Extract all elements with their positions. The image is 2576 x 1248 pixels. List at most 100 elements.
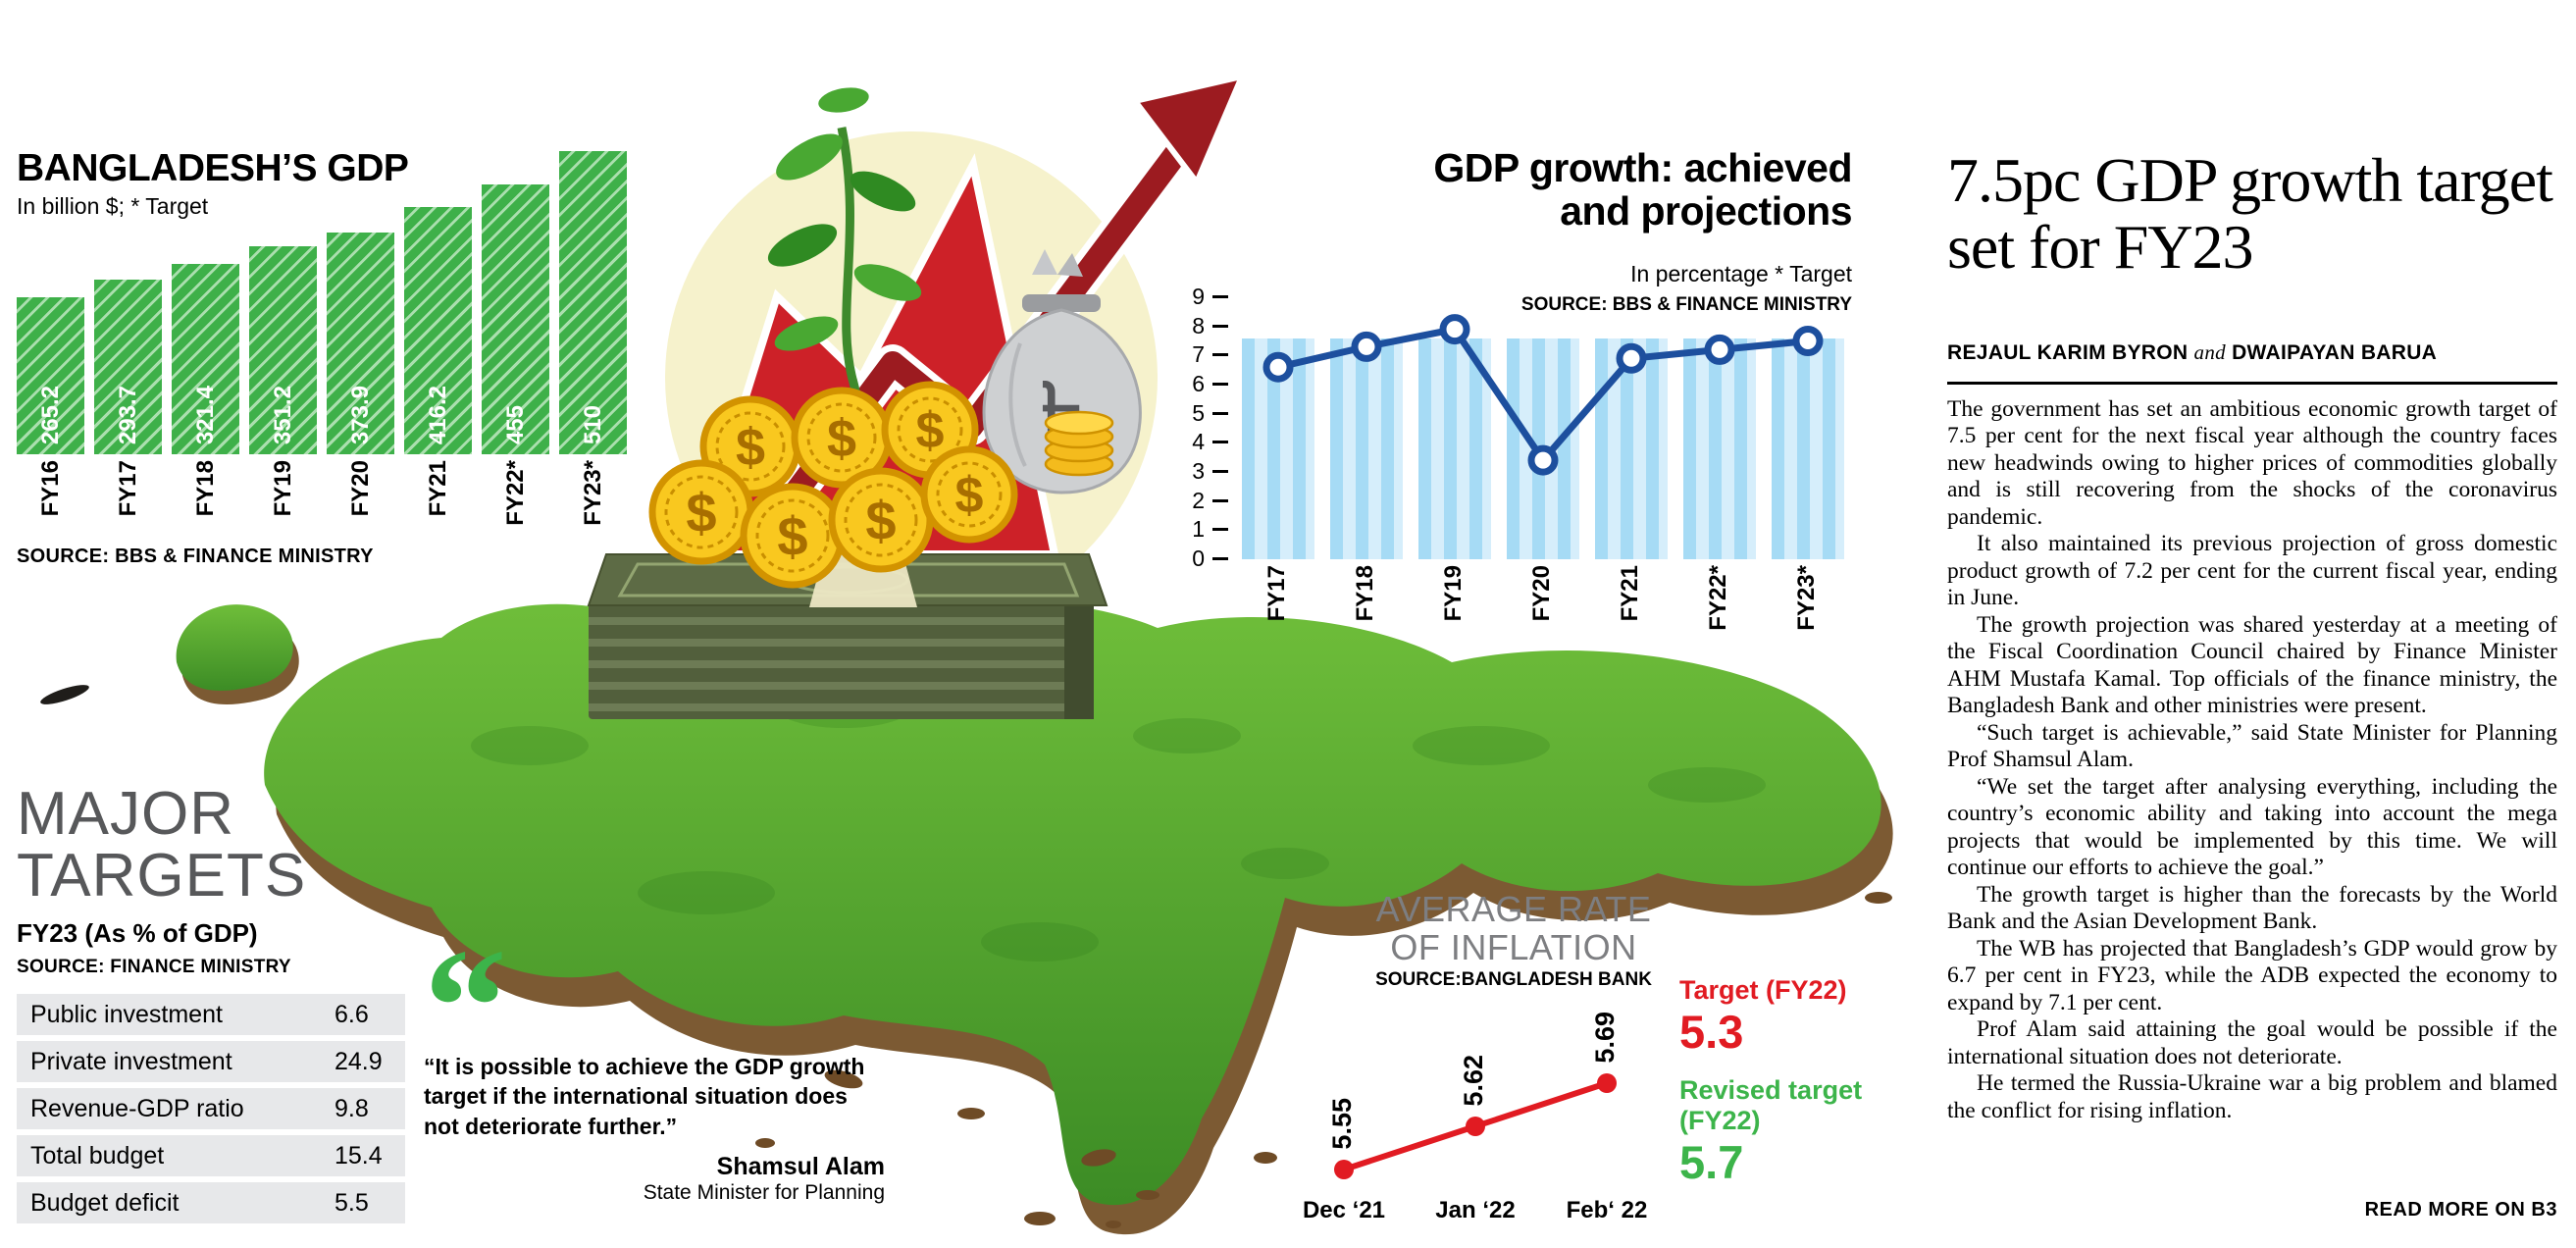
- target-fy22-value: 5.3: [1679, 1006, 1744, 1059]
- growth-x-label: FY22*: [1705, 565, 1732, 638]
- dollar-symbol: $: [955, 467, 984, 524]
- dollar-symbol: $: [916, 402, 945, 459]
- tick-mark: [1212, 324, 1228, 328]
- map-grass-surface: [264, 598, 1881, 1206]
- byline-divider: [1947, 382, 2557, 385]
- growth-y-tick: 1: [1192, 516, 1228, 543]
- gdp-chart-subtitle: In billion $; * Target: [17, 193, 209, 219]
- quote-text: “It is possible to achieve the GDP growt…: [424, 1054, 865, 1139]
- table-row: Private investment 24.9: [17, 1041, 405, 1083]
- article-paragraph: It also maintained its previous projecti…: [1947, 531, 2557, 611]
- tick-mark: [1212, 441, 1228, 444]
- revised-target-label: Revised target (FY22): [1679, 1074, 1863, 1135]
- growth-y-tick: 4: [1192, 429, 1228, 455]
- quote-author-title: State Minister for Planning: [643, 1181, 885, 1205]
- major-targets-subtitle: FY23 (As % of GDP): [17, 918, 258, 949]
- gdp-bar-category-label: FY19: [269, 460, 296, 517]
- tick-mark: [1212, 353, 1228, 357]
- target-row-label: Revenue-GDP ratio: [30, 1094, 244, 1122]
- target-row-value: 5.5: [335, 1188, 369, 1217]
- growth-bg-column: [1772, 338, 1844, 559]
- target-row-label: Private investment: [30, 1047, 232, 1075]
- tick-mark: [1212, 411, 1228, 415]
- gdp-bar-category-label: FY21: [424, 460, 451, 517]
- major-targets-section: MAJOR TARGETS FY23 (As % of GDP) SOURCE:…: [17, 783, 409, 1229]
- gdp-bar-slot: 351.2 FY19: [249, 246, 317, 546]
- article-paragraph: The growth target is higher than the for…: [1947, 881, 2557, 935]
- target-row-value: 24.9: [335, 1047, 383, 1075]
- inflation-x-label: Dec ‘21: [1302, 1197, 1386, 1223]
- major-targets-source: SOURCE: FINANCE MINISTRY: [17, 957, 291, 978]
- gdp-bar-value: 373.9: [346, 385, 374, 444]
- growth-x-label-text: FY23*: [1793, 565, 1820, 631]
- table-row: Total budget 15.4: [17, 1135, 405, 1177]
- gdp-bar-value: 416.2: [424, 385, 451, 444]
- gdp-bar-slot: 321.4 FY18: [172, 264, 239, 546]
- growth-y-tick: 0: [1192, 546, 1228, 572]
- gdp-bar-value: 510: [579, 404, 606, 444]
- major-targets-title: MAJOR TARGETS: [17, 780, 307, 910]
- dollar-symbol: $: [777, 505, 807, 567]
- gdp-bar-category: FY19: [270, 460, 297, 546]
- growth-y-tick: 6: [1192, 371, 1228, 397]
- major-targets-table: Public investment 6.6 Private investment 24…: [17, 994, 405, 1224]
- article-paragraph: Prof Alam said attaining the goal would …: [1947, 1016, 2557, 1069]
- inflation-line: [1334, 1073, 1617, 1179]
- inflation-chart-title: AVERAGE RATE OF INFLATION: [1375, 889, 1652, 967]
- gdp-bar: 373.9: [327, 233, 394, 454]
- tick-mark: [1212, 528, 1228, 532]
- growth-x-label: FY21: [1617, 565, 1644, 628]
- read-more-link[interactable]: READ MORE ON B3: [2364, 1199, 2557, 1221]
- article-paragraph: “We set the target after analysing every…: [1947, 773, 2557, 881]
- gdp-bar: 416.2: [404, 207, 472, 454]
- target-row-value: 9.8: [335, 1094, 369, 1122]
- gdp-bar-category: FY21: [425, 460, 452, 546]
- target-row-label: Total budget: [30, 1141, 165, 1170]
- gdp-bar-category-label: FY17: [114, 460, 141, 517]
- growth-x-label-text: FY22*: [1705, 565, 1731, 631]
- inflation-x-label: Jan ‘22: [1435, 1197, 1516, 1223]
- gdp-bar-slot: 293.7 FY17: [94, 280, 162, 546]
- gdp-bar-category-label: FY18: [191, 460, 219, 517]
- byline-author-1: REJAUL KARIM BYRON: [1947, 341, 2189, 364]
- growth-line: [1262, 314, 1824, 476]
- tick-mark: [1212, 498, 1228, 502]
- gdp-bars: 265.2 FY16 293.7 FY17 321.4 FY18 351.2 FY19 373.…: [17, 151, 644, 546]
- target-row-label: Budget deficit: [30, 1188, 180, 1217]
- table-row: Public investment 6.6: [17, 994, 405, 1036]
- growth-plot-area: [1234, 297, 1852, 559]
- gdp-bar-slot: 416.2 FY21: [404, 207, 472, 546]
- growth-chart-source: SOURCE: BBS & FINANCE MINISTRY: [1520, 294, 1852, 315]
- growth-y-tick: 7: [1192, 341, 1228, 368]
- gdp-bar-slot: 510 FY23*: [559, 151, 627, 546]
- gdp-chart-source: SOURCE: BBS & FINANCE MINISTRY: [17, 546, 374, 567]
- growth-bg-column: [1418, 338, 1491, 559]
- gdp-bar-category: FY22*: [502, 460, 530, 546]
- gdp-bar-category: FY23*: [580, 460, 607, 546]
- dollar-symbol: $: [827, 409, 856, 468]
- grass-tuft: [176, 604, 299, 705]
- gdp-bar-value: 293.7: [114, 385, 141, 444]
- growth-x-label-text: FY17: [1263, 565, 1290, 622]
- tick-mark: [1212, 295, 1228, 298]
- revised-target-fy22-block: Revised target (FY22) 5.7: [1679, 1075, 1907, 1188]
- growth-y-tick-label: 4: [1192, 429, 1205, 455]
- article-headline: 7.5pc GDP growth target set for FY23: [1947, 145, 2553, 282]
- growth-y-tick: 5: [1192, 400, 1228, 427]
- byline-connector: and: [2193, 340, 2226, 364]
- gdp-bar: 510: [559, 151, 627, 454]
- gdp-bar: 455: [482, 184, 549, 454]
- dollar-symbol: $: [865, 490, 896, 551]
- growth-y-axis: 0 1 2 3 4 5 6 7 8 9: [1150, 284, 1228, 571]
- growth-y-tick: 2: [1192, 488, 1228, 514]
- gdp-bar-category: FY20: [347, 460, 375, 546]
- target-row-value: 6.6: [335, 1000, 369, 1028]
- inflation-value-text: 5.69: [1590, 1012, 1620, 1064]
- gdp-bar-category-label: FY22*: [501, 460, 529, 526]
- growth-y-tick: 3: [1192, 458, 1228, 485]
- growth-bg-column: [1330, 338, 1403, 559]
- article-paragraph: “Such target is achievable,” said State …: [1947, 719, 2557, 773]
- target-row-label: Public investment: [30, 1000, 223, 1028]
- growth-y-tick-label: 3: [1192, 458, 1205, 484]
